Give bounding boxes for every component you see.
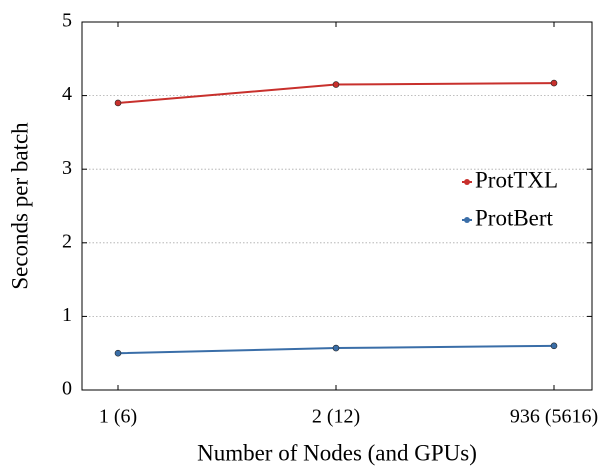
- x-tick-label: 1 (6): [99, 406, 137, 428]
- legend-marker: [464, 179, 470, 185]
- point: [332, 81, 340, 88]
- point: [550, 79, 558, 87]
- y-tick-label: 5: [62, 10, 72, 32]
- x-tick-label: 2 (12): [312, 406, 360, 428]
- y-tick-label: 0: [62, 378, 72, 400]
- point: [332, 344, 340, 352]
- point: [114, 349, 122, 357]
- y-tick-label: 4: [62, 83, 72, 105]
- y-tick-label: 2: [62, 230, 72, 252]
- y-tick-label: 1: [62, 304, 72, 326]
- x-tick-label: 936 (5616): [510, 406, 598, 428]
- y-axis-label: Seconds per batch: [7, 122, 32, 290]
- legend-marker: [464, 217, 470, 223]
- point: [114, 99, 122, 107]
- y-tick-label: 3: [62, 157, 72, 179]
- legend-label: ProtBert: [475, 205, 554, 230]
- plot-frame: [81, 21, 593, 391]
- legend-label: ProtTXL: [475, 167, 558, 192]
- point: [550, 342, 558, 350]
- x-axis-label: Number of Nodes (and GPUs): [197, 440, 477, 465]
